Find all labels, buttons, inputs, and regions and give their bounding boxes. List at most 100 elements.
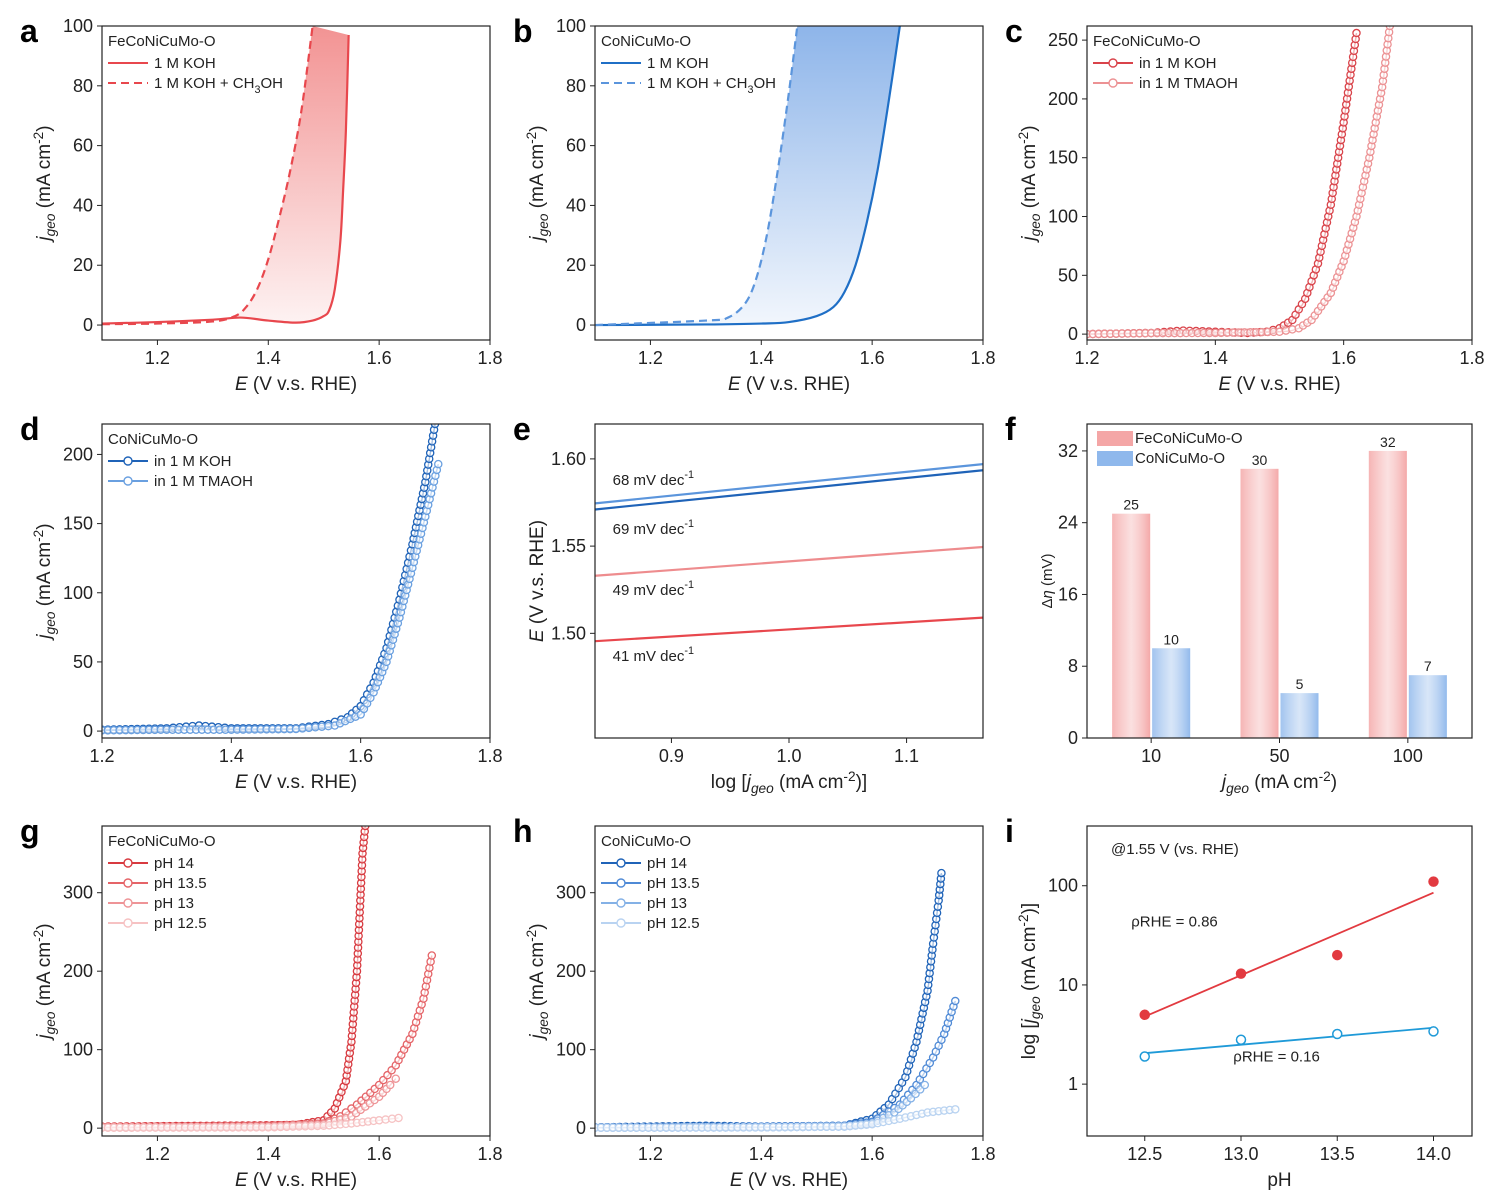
text-span: E — [235, 374, 248, 395]
data-point — [1332, 949, 1343, 961]
axes-frame — [594, 25, 984, 341]
y-tick-label: 100 — [1048, 207, 1078, 227]
panel-letter: d — [20, 411, 40, 447]
bar — [1368, 450, 1407, 738]
x-tick-label: 1.1 — [894, 746, 919, 766]
x-tick-label: 1.8 — [477, 1144, 502, 1164]
panel-f: f 25 30 32 10 5 7 10 50 100 FeCoNiCuMo-O CoNiCuMo-O… — [1005, 411, 1473, 796]
series-line — [595, 26, 901, 327]
data-marker — [385, 1080, 395, 1090]
bar-value-label: 30 — [1252, 452, 1268, 468]
text-span: -2 — [1016, 132, 1031, 144]
data-point — [1428, 1026, 1439, 1037]
text-span: 3 — [747, 84, 753, 96]
annotation-label: 69 mV dec-1 — [613, 518, 694, 538]
text-span: (mA cm — [527, 942, 548, 1012]
data-marker — [1385, 26, 1395, 31]
x-tick-label: 1.8 — [1459, 348, 1484, 368]
text-span: -1 — [684, 469, 694, 481]
text-span: log [ — [711, 772, 748, 793]
bar — [1408, 675, 1447, 738]
bar-tint — [1368, 450, 1407, 738]
panel-b: b CoNiCuMo-O 1 M KOH 1 M KOH + CH3OH 1.2 1.4 1… — [513, 13, 996, 395]
y-axis-title: jgeo (mA cm-2) — [31, 523, 58, 641]
series-line — [595, 26, 799, 327]
legend-swatch — [1097, 451, 1133, 466]
x-tick-label: 1.4 — [749, 1144, 774, 1164]
data-marker — [937, 868, 946, 878]
text-span: geo — [1028, 213, 1043, 236]
legend-marker — [616, 898, 626, 908]
text-span: ) — [1019, 125, 1040, 131]
panel-letter: a — [20, 13, 38, 49]
legend-marker — [1108, 58, 1118, 68]
y-axis-title: jgeo (mA cm-2) — [524, 923, 551, 1041]
x-tick-label: 1.6 — [348, 746, 373, 766]
panel-letter: h — [513, 813, 533, 849]
legend-label: pH 12.5 — [647, 915, 700, 932]
panel-subtitle: FeCoNiCuMo-O — [1093, 33, 1201, 50]
y-tick-label: 1 — [1068, 1074, 1078, 1094]
x-tick-label: 1.2 — [145, 348, 170, 368]
y-axis-title: jgeo (mA cm-2) — [31, 923, 58, 1041]
text-span: (mV) — [1039, 553, 1056, 590]
panel-d: d CoNiCuMo-O in 1 M KOH in 1 M TMAOH 1.2 1.4 1… — [20, 411, 503, 793]
text-span: geo — [536, 1011, 551, 1034]
text-span: -1 — [684, 518, 694, 530]
text-span: in 1 M TMAOH — [154, 473, 253, 490]
text-span: j — [1219, 772, 1227, 793]
panel-g: g FeCoNiCuMo-O pH 14 pH 13.5 pH 13 pH 12.5 1.2… — [20, 813, 503, 1191]
text-span: -2 — [1319, 769, 1331, 784]
x-tick-label: 1.6 — [367, 348, 392, 368]
y-tick-label: 40 — [73, 195, 93, 215]
text-span: 1 M KOH — [647, 55, 709, 72]
text-span: (V v.s. RHE) — [527, 520, 548, 629]
legend-label: in 1 M KOH — [1139, 55, 1217, 72]
data-marker — [1352, 28, 1361, 38]
series-line — [595, 545, 983, 577]
data-point — [1235, 968, 1247, 979]
legend-marker — [123, 898, 133, 908]
y-tick-label: 60 — [566, 136, 586, 156]
legend-marker — [1108, 78, 1118, 88]
text-span: E — [235, 1170, 248, 1191]
legend-label: pH 13 — [647, 895, 687, 912]
text-span: E — [1218, 374, 1231, 395]
bar — [1112, 513, 1151, 738]
y-tick-label: 40 — [566, 195, 586, 215]
y-tick-label: 60 — [73, 136, 93, 156]
x-tick-label: 1.6 — [860, 1144, 885, 1164]
text-span: j — [34, 236, 55, 244]
x-axis-title: E (V v.s. RHE) — [728, 374, 850, 395]
y-tick-label: 0 — [1068, 728, 1078, 748]
text-span: )] — [1019, 903, 1040, 915]
text-span: pH 14 — [647, 855, 687, 872]
x-tick-label: 1.2 — [89, 746, 114, 766]
y-tick-label: 80 — [566, 76, 586, 96]
text-span: geo — [1226, 781, 1249, 796]
y-tick-label: 1.50 — [551, 623, 586, 643]
annotation-label: 41 mV dec-1 — [613, 645, 694, 665]
y-axis-title: Δη (mV) — [1039, 553, 1056, 608]
text-span: ) — [527, 923, 548, 929]
x-axis-title: pH — [1267, 1170, 1291, 1191]
legend-marker — [123, 918, 133, 928]
panel-letter: i — [1005, 813, 1014, 849]
text-span: (mA cm — [1019, 144, 1040, 214]
y-tick-label: 200 — [63, 444, 93, 464]
fill-area — [102, 26, 349, 325]
annotation-label: 68 mV dec-1 — [613, 469, 694, 489]
annotation-label: ρRHE = 0.16 — [1233, 1048, 1320, 1065]
text-span: geo — [1028, 996, 1043, 1019]
y-tick-label: 50 — [73, 652, 93, 672]
y-tick-label: 100 — [63, 583, 93, 603]
data-marker — [434, 459, 443, 469]
text-span: geo — [751, 781, 774, 796]
legend-marker — [616, 878, 626, 888]
panel-subtitle: FeCoNiCuMo-O — [108, 833, 216, 850]
y-tick-label: 100 — [63, 16, 93, 36]
text-span: 69 mV dec — [613, 521, 685, 538]
text-span: -2 — [31, 132, 46, 144]
y-tick-label: 0 — [576, 315, 586, 335]
